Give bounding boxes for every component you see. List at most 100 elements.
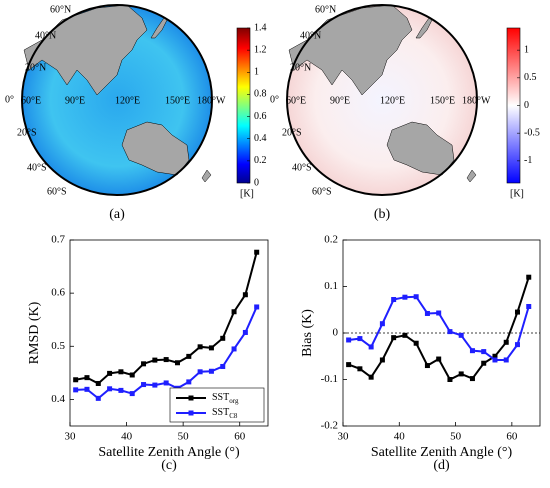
colorbar-tick-label: 1: [524, 44, 529, 55]
lon-label: 120°E: [380, 95, 405, 106]
lat-label: 60°N: [315, 4, 336, 15]
x-tick-label: 40: [394, 431, 406, 443]
marker: [95, 395, 101, 401]
marker: [379, 357, 385, 363]
map-border: [21, 4, 213, 196]
legend-marker: [188, 395, 194, 401]
legend-marker: [188, 410, 194, 416]
map-border: [286, 4, 478, 196]
y-axis-label: RMSD (K): [27, 301, 42, 364]
marker: [174, 360, 180, 366]
lat-label: 60°S: [47, 186, 67, 197]
marker: [197, 369, 203, 375]
marker: [118, 369, 124, 375]
marker: [163, 357, 169, 363]
colorbar-unit: [K]: [240, 188, 254, 199]
marker: [242, 329, 248, 335]
legend-subscript: org: [229, 397, 239, 405]
marker: [220, 363, 226, 369]
lat-label: 40°N: [35, 30, 56, 41]
colorbar-tick-label: -1: [524, 155, 532, 166]
lat-label: 0°: [270, 94, 279, 105]
x-tick-label: 30: [338, 431, 350, 443]
x-axis-label: Satellite Zenith Angle (°): [98, 445, 240, 460]
series-line: [348, 276, 530, 381]
x-tick-label: 50: [178, 431, 190, 443]
marker: [447, 329, 453, 335]
marker: [129, 372, 135, 378]
colorbar-tick-label: 1.4: [254, 22, 267, 33]
lon-label: 60°E: [21, 95, 41, 106]
colorbar-tick-label: 0.4: [254, 133, 267, 144]
marker: [379, 321, 385, 327]
marker: [458, 371, 464, 377]
marker: [492, 357, 498, 363]
lon-label: 90°E: [65, 95, 85, 106]
x-tick-label: 60: [506, 431, 518, 443]
marker: [436, 356, 442, 362]
marker: [526, 303, 532, 309]
lat-label: 0°: [5, 94, 14, 105]
lon-label: 120°E: [115, 95, 140, 106]
marker: [469, 348, 475, 354]
marker: [368, 374, 374, 380]
panel-label: (d): [433, 458, 450, 473]
series-line: [75, 251, 258, 385]
marker: [346, 337, 352, 343]
marker: [481, 360, 487, 366]
colorbar-tick-label: -0.5: [524, 127, 540, 138]
panel-label: (a): [109, 207, 125, 222]
plot-frame: [69, 239, 269, 427]
marker: [152, 357, 158, 363]
marker: [424, 310, 430, 316]
marker: [129, 391, 135, 397]
x-tick-label: 50: [450, 431, 462, 443]
x-tick-label: 40: [121, 431, 133, 443]
y-tick-label: 0: [333, 327, 339, 339]
marker: [152, 382, 158, 388]
colorbar-tick-label: 0.8: [254, 89, 267, 100]
lat-label: 20°N: [25, 62, 46, 73]
colorbar-unit: [K]: [510, 188, 524, 199]
marker: [107, 370, 113, 376]
lat-label: 60°S: [312, 186, 332, 197]
land: [201, 169, 212, 183]
lat-label: 20°S: [17, 127, 37, 138]
marker: [526, 274, 532, 280]
marker: [84, 375, 90, 381]
marker: [503, 357, 509, 363]
marker: [254, 249, 260, 255]
lat-label: 40°S: [292, 162, 312, 173]
marker: [481, 349, 487, 355]
marker: [231, 346, 237, 352]
marker: [514, 342, 520, 348]
lat-label: 40°S: [27, 162, 47, 173]
lon-label: 180°W: [197, 95, 226, 106]
colorbar-tick-label: 0.6: [254, 111, 267, 122]
marker: [73, 377, 79, 383]
y-tick-label: 0.1: [324, 280, 338, 292]
legend-name: SST: [212, 407, 229, 418]
marker: [458, 332, 464, 338]
panel-label: (b): [374, 207, 391, 222]
y-tick-label: -0.1: [321, 373, 338, 385]
x-tick-label: 30: [65, 431, 77, 443]
y-tick-label: 0.6: [51, 287, 65, 299]
marker: [391, 335, 397, 341]
y-tick-label: -0.2: [321, 420, 338, 432]
x-axis-label: Satellite Zenith Angle (°): [371, 445, 513, 460]
marker: [357, 366, 363, 372]
colorbar-tick-label: 0: [524, 100, 529, 111]
marker: [503, 339, 509, 345]
marker: [413, 340, 419, 346]
marker: [436, 310, 442, 316]
marker: [391, 297, 397, 303]
series-line: [348, 295, 530, 361]
lon-label: 90°E: [330, 95, 350, 106]
y-tick-label: 0.4: [51, 393, 65, 405]
marker: [107, 386, 113, 392]
marker: [492, 353, 498, 359]
marker: [346, 362, 352, 368]
legend-name: SST: [212, 392, 229, 403]
y-tick-label: 0.5: [51, 340, 65, 352]
